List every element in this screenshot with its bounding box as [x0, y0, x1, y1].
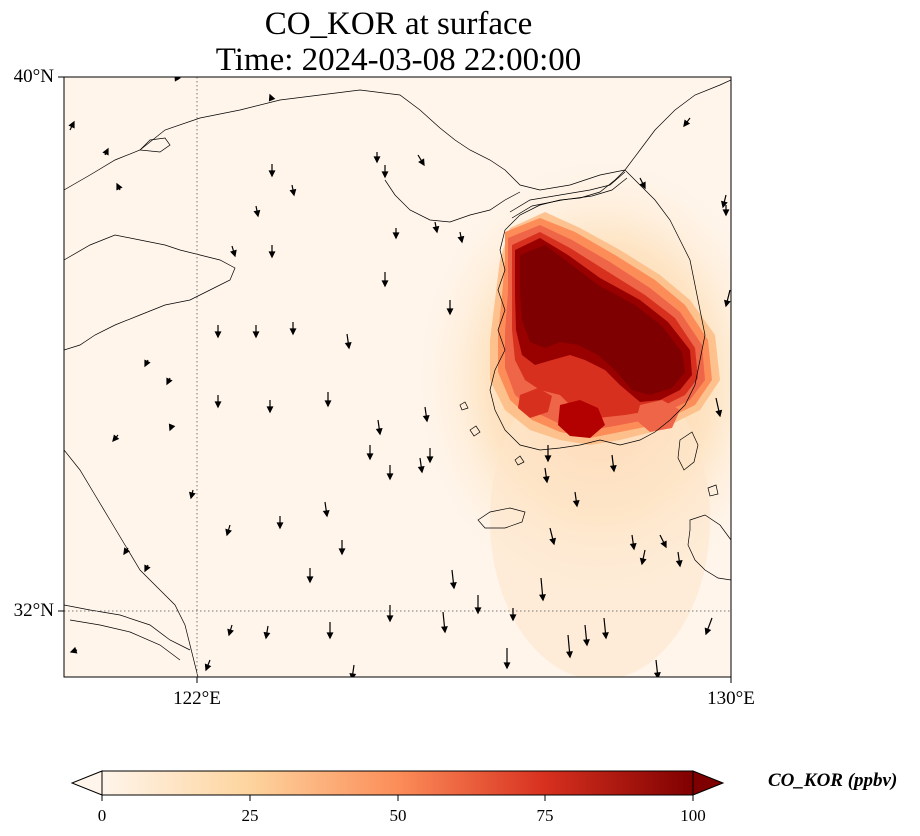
wind-arrow-head — [639, 557, 647, 566]
wind-arrow-head — [69, 646, 78, 654]
wind-arrow-head — [426, 456, 434, 464]
wind-arrow-head — [268, 170, 276, 178]
wind-arrow-head — [432, 225, 440, 234]
wind-arrow-head — [338, 548, 346, 556]
wind-arrow-head — [326, 632, 334, 640]
wind-arrow-head — [306, 576, 314, 584]
wind-arrow-head — [268, 251, 276, 259]
colorbar-tick-75: 75 — [536, 806, 554, 825]
wind-arrow-head — [549, 537, 557, 546]
wind-arrow-head — [276, 522, 284, 530]
wind-arrow-head — [675, 559, 683, 568]
wind-arrow-head — [722, 209, 730, 217]
wind-arrow-head — [582, 639, 590, 647]
wind-arrow-head — [214, 401, 222, 409]
wind-arrow-head — [503, 662, 511, 670]
wind-arrow-head — [324, 400, 332, 408]
plume-cells — [490, 212, 720, 445]
wind-arrow-head — [230, 249, 237, 258]
wind-arrow-head — [723, 299, 731, 308]
map-title: CO_KOR at surface — [264, 6, 533, 42]
wind-arrow-head — [289, 188, 297, 197]
wind-arrow-head — [174, 77, 181, 82]
wind-arrow-head — [344, 341, 352, 350]
wind-arrow-head — [660, 540, 667, 549]
wind-arrow-head — [381, 280, 389, 288]
wind-arrow-head — [446, 308, 454, 316]
x-tick-130e: 130°E — [707, 688, 755, 709]
wind-arrow-head — [392, 232, 400, 240]
wind-arrow-head — [629, 542, 637, 551]
wind-arrow-head — [263, 631, 271, 640]
wind-arrow-head — [322, 509, 330, 518]
wind-arrow-head — [381, 171, 389, 179]
wind-arrow-head — [112, 434, 120, 443]
wind-arrow-head — [704, 627, 712, 636]
wind-arrow-head — [544, 455, 552, 463]
wind-arrow-head — [653, 672, 661, 677]
wind-arrow-head — [542, 475, 550, 484]
wind-arrow-head — [116, 182, 123, 191]
wind-arrow-head — [349, 672, 357, 677]
wind-arrow-head — [609, 465, 617, 473]
colorbar-tick-100: 100 — [680, 806, 706, 825]
wind-arrow-head — [373, 156, 381, 164]
wind-arrow-head — [422, 414, 430, 423]
wind-arrow-head — [253, 209, 261, 218]
wind-arrow-head — [214, 331, 222, 339]
wind-arrow-head — [375, 427, 383, 436]
wind-arrow-head — [417, 465, 425, 474]
x-tick-122e: 122°E — [173, 688, 221, 709]
wind-arrow-head — [572, 499, 580, 508]
colorbar-tick-0: 0 — [97, 806, 107, 825]
wind-arrow-head — [252, 331, 260, 339]
wind-arrow-head — [102, 147, 109, 156]
colorbar-tick-50: 50 — [389, 806, 407, 825]
wind-arrow-head — [386, 615, 394, 623]
wind-arrow-head — [418, 158, 425, 167]
wind-arrow-head — [539, 594, 546, 602]
colorbar-tick-25: 25 — [241, 806, 259, 825]
wind-arrow-head — [639, 181, 646, 190]
wind-arrow-head — [227, 628, 234, 637]
wind-arrow-head — [683, 119, 691, 128]
wind-arrow-head — [440, 626, 448, 634]
y-tick-32n: 32°N — [13, 600, 54, 621]
wind-arrow-head — [204, 663, 212, 672]
wind-arrow-head — [166, 377, 173, 386]
wind-arrow-head — [144, 359, 151, 368]
wind-arrow-head — [266, 406, 274, 414]
wind-arrow-head — [123, 547, 130, 556]
coastlines — [64, 79, 731, 677]
wind-arrow-head — [720, 200, 728, 209]
map-subtitle-time: Time: 2024-03-08 22:00:00 — [215, 42, 582, 78]
wind-arrow-head — [68, 120, 75, 129]
wind-arrow-head — [601, 632, 609, 640]
wind-arrow-head — [449, 582, 457, 590]
wind-arrow-head — [144, 564, 151, 573]
wind-arrow-head — [268, 93, 276, 102]
wind-vectors — [68, 77, 731, 677]
wind-arrow-head — [509, 614, 517, 622]
wind-arrow-head — [566, 651, 573, 659]
colorbar-label: CO_KOR (ppbv) — [768, 770, 898, 791]
y-tick-40n: 40°N — [13, 66, 54, 87]
wind-arrow-head — [474, 607, 482, 615]
plume-tail — [490, 360, 710, 677]
wind-arrow-head — [168, 423, 176, 432]
wind-arrow-head — [225, 528, 232, 537]
colorbar — [70, 770, 725, 801]
wind-arrow-head — [457, 235, 465, 244]
map-frame — [63, 76, 732, 678]
wind-arrow-head — [289, 328, 297, 336]
wind-arrow-head — [715, 409, 723, 418]
wind-arrow-head — [366, 453, 374, 461]
wind-arrow-head — [188, 491, 196, 500]
wind-arrow-head — [386, 473, 394, 481]
